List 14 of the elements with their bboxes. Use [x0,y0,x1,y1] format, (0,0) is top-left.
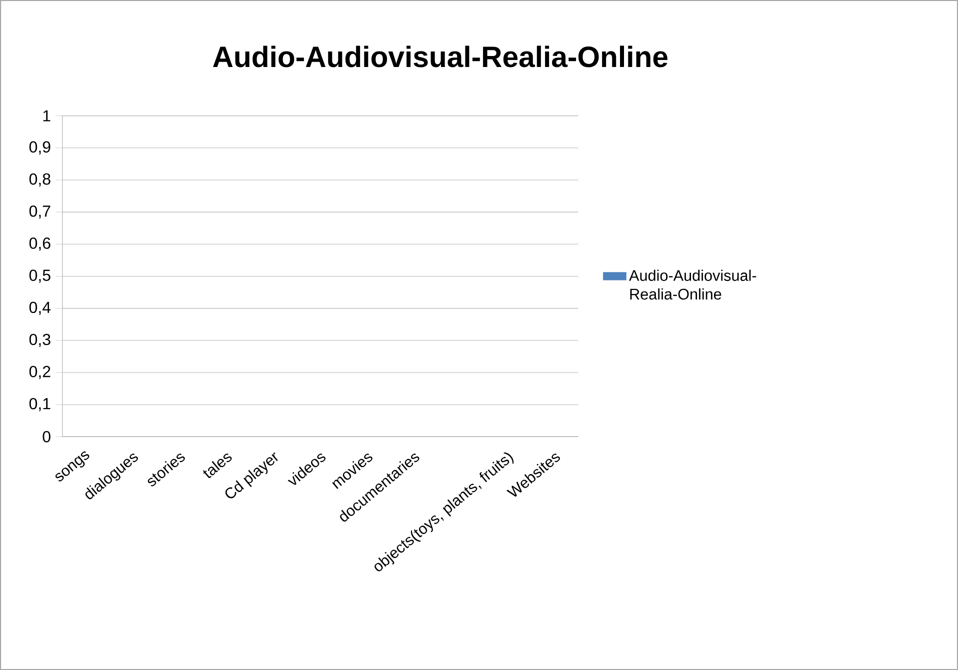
y-tick-label: 0,7 [29,205,50,219]
y-tick-label: 0 [42,430,50,442]
y-tick-label: 0,9 [29,141,50,154]
y-tick-label: 0,2 [29,366,50,380]
y-tick-label: 0,8 [29,173,50,187]
y-tick-label: 0,3 [29,334,50,347]
x-tick-label: tales [203,454,232,478]
y-tick-label: 0,5 [29,270,50,283]
y-tick-label: 0,6 [29,238,50,251]
chart-title: Audio-Audiovisual-Realia-Online [213,46,668,68]
y-tick-label: 0,1 [29,398,50,412]
legend-label: Audio-Audiovisual-Realia-Online [629,270,756,300]
y-tick-label: 0,4 [29,302,51,315]
y-tick-label: 1 [43,110,50,122]
